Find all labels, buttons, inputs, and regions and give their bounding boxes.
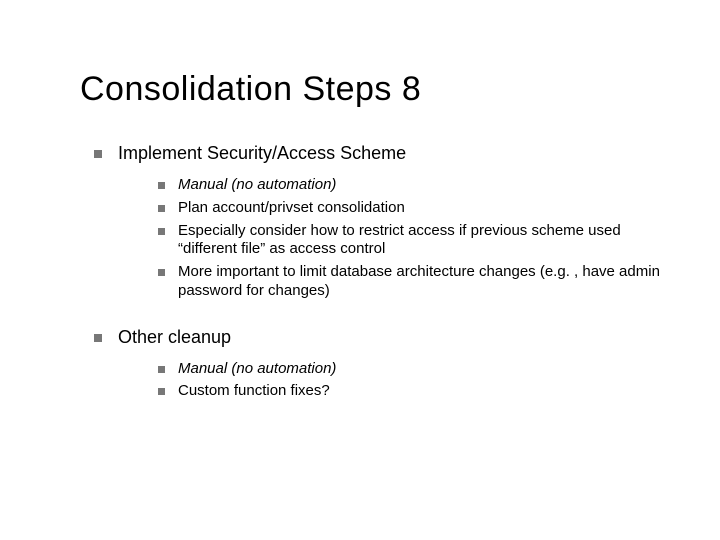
item-text: Manual (no automation) — [178, 360, 336, 377]
list-item: More important to limit database archite… — [158, 263, 660, 301]
bullet-list-level2: Manual (no automation) Custom function f… — [158, 360, 660, 402]
list-item: Especially consider how to restrict acce… — [158, 222, 660, 260]
list-item: Other cleanup Manual (no automation) Cus… — [94, 327, 660, 402]
bullet-list-level2: Manual (no automation) Plan account/priv… — [158, 176, 660, 301]
list-item: Plan account/privset consolidation — [158, 199, 660, 218]
spacer — [94, 311, 660, 327]
list-item: Implement Security/Access Scheme Manual … — [94, 143, 660, 301]
item-text: Manual (no automation) — [178, 176, 336, 193]
bullet-list-level1: Implement Security/Access Scheme Manual … — [94, 143, 660, 401]
section-heading: Implement Security/Access Scheme — [118, 143, 406, 163]
section-heading: Other cleanup — [118, 327, 231, 347]
item-text: More important to limit database archite… — [178, 263, 660, 299]
slide-title: Consolidation Steps 8 — [80, 70, 660, 109]
list-item: Custom function fixes? — [158, 382, 660, 401]
item-text: Especially consider how to restrict acce… — [178, 222, 621, 258]
list-item: Manual (no automation) — [158, 176, 660, 195]
item-text: Plan account/privset consolidation — [178, 199, 405, 216]
item-text: Custom function fixes? — [178, 382, 330, 399]
list-item: Manual (no automation) — [158, 360, 660, 379]
slide: Consolidation Steps 8 Implement Security… — [0, 0, 720, 540]
